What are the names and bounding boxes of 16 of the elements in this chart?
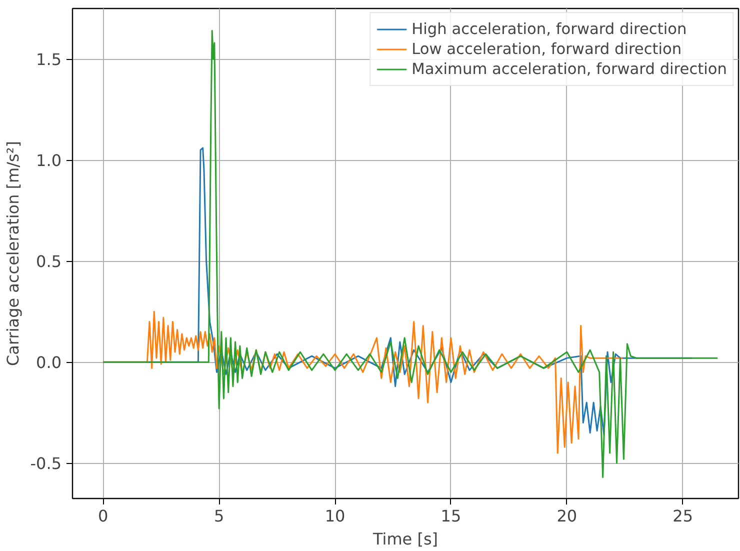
x-tick-label: 0 bbox=[98, 506, 108, 526]
x-axis-title: Time [s] bbox=[372, 530, 438, 548]
x-tick-label: 25 bbox=[672, 506, 694, 526]
x-tick-label: 15 bbox=[440, 506, 462, 526]
x-tick-label: 20 bbox=[556, 506, 578, 526]
legend-label: Low acceleration, forward direction bbox=[412, 40, 682, 58]
y-tick-label: -0.5 bbox=[30, 454, 62, 474]
x-tick-label: 5 bbox=[214, 506, 224, 526]
legend-label: High acceleration, forward direction bbox=[412, 20, 687, 38]
y-tick-label: 0.0 bbox=[36, 353, 62, 372]
y-tick-label: 0.5 bbox=[36, 252, 62, 272]
x-tick-label: 10 bbox=[324, 506, 346, 526]
legend-label: Maximum acceleration, forward direction bbox=[412, 60, 727, 78]
y-tick-label: 1.0 bbox=[36, 151, 62, 170]
y-tick-label: 1.5 bbox=[36, 50, 62, 70]
y-axis-title: Carriage acceleration [m/s²] bbox=[3, 140, 22, 366]
